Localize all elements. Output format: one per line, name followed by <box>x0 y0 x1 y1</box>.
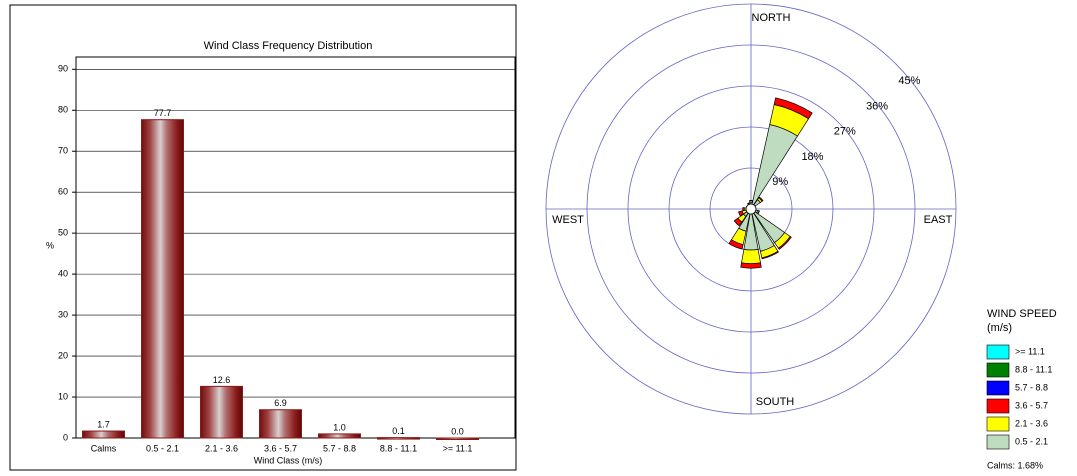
bar <box>318 433 361 439</box>
value-label: 12.6 <box>213 375 231 385</box>
legend-swatch <box>986 380 1010 396</box>
x-tick-label: 3.6 - 5.7 <box>264 443 297 453</box>
x-tick-label: >= 11.1 <box>443 443 473 453</box>
bar <box>200 385 243 439</box>
rose-segment <box>749 199 753 202</box>
legend-label: 5.7 - 8.8 <box>1015 382 1048 392</box>
rose-segment <box>761 250 779 260</box>
y-tick-label: 20 <box>58 350 68 360</box>
rose-segment <box>777 235 792 250</box>
direction-label: NORTH <box>752 12 791 24</box>
direction-label: SOUTH <box>756 396 795 408</box>
x-tick-label: 8.8 - 11.1 <box>380 443 417 453</box>
bar <box>141 119 184 439</box>
rose-segment <box>728 239 744 250</box>
ring-label: 36% <box>866 100 888 112</box>
rose-segment <box>757 210 760 215</box>
bar-chart-frame <box>9 4 517 471</box>
legend-swatch <box>986 416 1010 432</box>
legend-swatch <box>986 434 1010 450</box>
y-tick-label: 50 <box>58 228 68 238</box>
value-label: 0.0 <box>451 426 464 436</box>
x-tick-label: 0.5 - 2.1 <box>146 443 179 453</box>
bar <box>82 430 125 439</box>
rose-segment <box>750 124 798 210</box>
ring-label: 27% <box>834 126 856 138</box>
legend-title: WIND SPEED <box>987 308 1057 320</box>
rose-segment <box>773 97 813 120</box>
legend-swatch <box>986 344 1010 360</box>
x-axis-label: Wind Class (m/s) <box>254 455 323 465</box>
legend-swatch <box>986 398 1010 414</box>
rose-segment <box>733 217 743 227</box>
legend-label: 8.8 - 11.1 <box>1015 364 1052 374</box>
rose-segment <box>740 262 762 269</box>
y-tick-label: 90 <box>58 64 68 74</box>
x-tick-label: Calms <box>91 443 117 453</box>
value-label: 6.9 <box>274 398 287 408</box>
x-tick-label: 2.1 - 3.6 <box>205 443 238 453</box>
ring-label: 18% <box>801 151 823 163</box>
legend-swatch <box>986 362 1010 378</box>
chart-title: Wind Class Frequency Distribution <box>204 40 373 52</box>
calm-circle <box>745 203 757 215</box>
rose-segment <box>738 210 744 217</box>
ring-label: 45% <box>898 75 920 87</box>
legend-label: >= 11.1 <box>1015 346 1045 356</box>
y-axis-label: % <box>46 240 54 250</box>
direction-label: EAST <box>924 214 953 226</box>
y-tick-label: 40 <box>58 269 68 279</box>
rose-segment <box>747 202 751 205</box>
bar <box>377 437 420 440</box>
y-tick-label: 0 <box>63 432 68 442</box>
calms-note: Calms: 1.68% <box>987 460 1043 470</box>
rose-segment <box>741 248 761 265</box>
x-tick-label: 5.7 - 8.8 <box>323 443 356 453</box>
y-tick-label: 80 <box>58 105 68 115</box>
y-tick-label: 60 <box>58 187 68 197</box>
value-label: 0.1 <box>392 426 405 436</box>
value-label: 77.7 <box>154 108 172 118</box>
legend-label: 3.6 - 5.7 <box>1015 400 1048 410</box>
legend-subtitle: (m/s) <box>987 322 1012 334</box>
legend-label: 2.1 - 3.6 <box>1015 418 1048 428</box>
value-label: 1.0 <box>333 422 346 432</box>
bar <box>436 437 479 440</box>
rose-segment <box>758 196 764 202</box>
y-tick-label: 30 <box>58 309 68 319</box>
ring-label: 9% <box>772 176 788 188</box>
direction-label: WEST <box>552 214 584 226</box>
value-label: 1.7 <box>97 419 110 429</box>
rose-segment <box>742 207 745 211</box>
y-tick-label: 10 <box>58 391 68 401</box>
y-tick-label: 70 <box>58 146 68 156</box>
legend-label: 0.5 - 2.1 <box>1015 436 1048 446</box>
bar <box>259 409 302 439</box>
